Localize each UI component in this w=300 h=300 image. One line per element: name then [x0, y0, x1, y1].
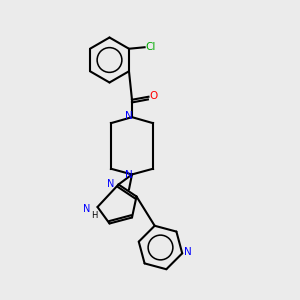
- Text: Cl: Cl: [145, 42, 156, 52]
- Text: H: H: [91, 212, 97, 220]
- Text: N: N: [83, 203, 90, 214]
- Text: N: N: [124, 170, 132, 180]
- Text: N: N: [107, 178, 115, 189]
- Text: N: N: [124, 111, 132, 121]
- Text: O: O: [149, 91, 158, 101]
- Text: N: N: [184, 247, 191, 257]
